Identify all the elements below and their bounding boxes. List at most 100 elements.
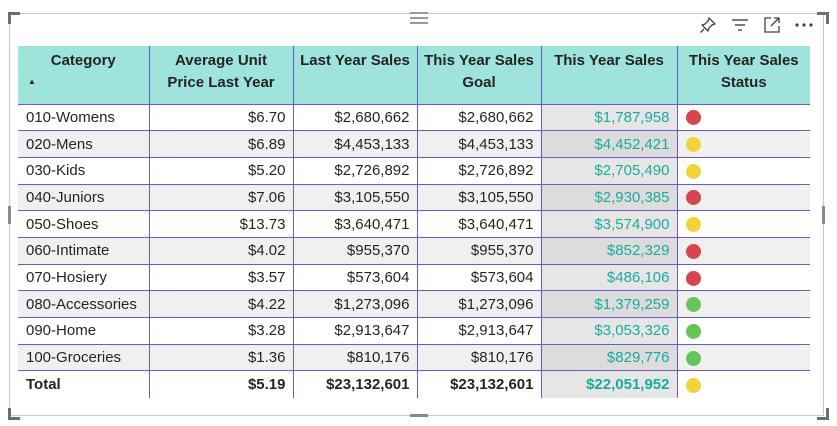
table-row[interactable]: 100-Groceries $1.36 $810,176 $810,176 $829,7… [18, 344, 810, 372]
resize-corner-bottom-left[interactable] [8, 408, 20, 420]
status-green-dot-icon [685, 323, 701, 339]
sales-table: Category ▲ Average Unit Price Last Year … [18, 46, 810, 398]
table-row[interactable]: 050-Shoes $13.73 $3,640,471 $3,640,471 $3,57… [18, 210, 810, 238]
status-cell [676, 210, 810, 238]
last-year-sales-cell: $3,640,471 [292, 210, 417, 238]
table-row[interactable]: 030-Kids $5.20 $2,726,892 $2,726,892 $2,705,… [18, 157, 810, 185]
last-year-sales-cell: $4,453,133 [292, 130, 417, 158]
resize-handle-bottom[interactable] [410, 414, 428, 417]
goal-cell: $2,913,647 [416, 317, 541, 345]
more-options-icon[interactable] [793, 15, 815, 35]
status-cell [676, 184, 810, 212]
resize-handle-left[interactable] [8, 206, 11, 224]
goal-cell: $2,680,662 [416, 104, 541, 132]
category-cell: 060-Intimate [18, 237, 149, 265]
status-cell [676, 130, 810, 158]
status-green-dot-icon [685, 350, 701, 366]
this-year-sales-cell: $2,705,490 [540, 157, 677, 185]
column-header-status[interactable]: This Year Sales Status [676, 46, 810, 105]
last-year-sales-cell: $573,604 [292, 264, 417, 292]
goal-cell: $2,726,892 [416, 157, 541, 185]
pin-icon[interactable] [697, 15, 719, 35]
table-row[interactable]: 090-Home $3.28 $2,913,647 $2,913,647 $3,053,… [18, 317, 810, 345]
column-header-label: Last Year Sales [300, 52, 410, 69]
resize-handle-right[interactable] [822, 206, 825, 224]
this-year-sales-cell: $2,930,385 [540, 184, 677, 212]
column-header-label: This Year Sales [554, 52, 664, 69]
category-cell: 030-Kids [18, 157, 149, 185]
status-red-dot-icon [685, 190, 701, 206]
avg-unit-price-cell: $1.36 [148, 344, 293, 372]
status-red-dot-icon [685, 110, 701, 126]
avg-unit-price-cell: $5.20 [148, 157, 293, 185]
last-year-sales-cell: $23,132,601 [292, 370, 417, 398]
avg-unit-price-cell: $5.19 [148, 370, 293, 398]
table-row[interactable]: 070-Hosiery $3.57 $573,604 $573,604 $486,106 [18, 264, 810, 292]
resize-corner-bottom-right[interactable] [817, 408, 829, 420]
this-year-sales-cell: $1,787,958 [540, 104, 677, 132]
last-year-sales-cell: $3,105,550 [292, 184, 417, 212]
status-cell [676, 264, 810, 292]
category-cell: 050-Shoes [18, 210, 149, 238]
column-header-category[interactable]: Category ▲ [18, 46, 149, 105]
status-green-dot-icon [685, 297, 701, 313]
focus-mode-icon[interactable] [761, 15, 783, 35]
goal-cell: $4,453,133 [416, 130, 541, 158]
this-year-sales-cell: $3,053,326 [540, 317, 677, 345]
status-red-dot-icon [685, 243, 701, 259]
drag-grip-icon[interactable] [410, 12, 428, 26]
last-year-sales-cell: $1,273,096 [292, 290, 417, 318]
this-year-sales-cell: $852,329 [540, 237, 677, 265]
goal-cell: $1,273,096 [416, 290, 541, 318]
column-header-avg-unit-price[interactable]: Average Unit Price Last Year [148, 46, 293, 105]
avg-unit-price-cell: $4.02 [148, 237, 293, 265]
last-year-sales-cell: $2,726,892 [292, 157, 417, 185]
last-year-sales-cell: $2,913,647 [292, 317, 417, 345]
avg-unit-price-cell: $3.57 [148, 264, 293, 292]
category-cell: Total [18, 370, 149, 398]
table-row[interactable]: 010-Womens $6.70 $2,680,662 $2,680,662 $1,78… [18, 104, 810, 132]
status-cell [676, 104, 810, 132]
column-header-this-year-sales[interactable]: This Year Sales [540, 46, 677, 105]
status-cell [676, 290, 810, 318]
last-year-sales-cell: $2,680,662 [292, 104, 417, 132]
avg-unit-price-cell: $7.06 [148, 184, 293, 212]
goal-cell: $3,640,471 [416, 210, 541, 238]
column-header-label: Average Unit Price Last Year [167, 52, 275, 91]
table-row[interactable]: 060-Intimate $4.02 $955,370 $955,370 $852,32… [18, 237, 810, 265]
status-yellow-dot-icon [685, 137, 701, 153]
column-header-label: Category [50, 52, 116, 69]
last-year-sales-cell: $955,370 [292, 237, 417, 265]
column-header-this-year-goal[interactable]: This Year Sales Goal [416, 46, 541, 105]
avg-unit-price-cell: $3.28 [148, 317, 293, 345]
table-row[interactable]: 040-Juniors $7.06 $3,105,550 $3,105,550 $2,9… [18, 184, 810, 212]
status-cell [676, 370, 810, 398]
column-header-label: This Year Sales Status [688, 52, 799, 91]
column-header-label: This Year Sales Goal [424, 52, 534, 91]
resize-corner-top-right[interactable] [817, 12, 829, 24]
status-yellow-dot-icon [685, 163, 701, 179]
this-year-sales-cell: $1,379,259 [540, 290, 677, 318]
last-year-sales-cell: $810,176 [292, 344, 417, 372]
status-cell [676, 157, 810, 185]
category-cell: 020-Mens [18, 130, 149, 158]
this-year-sales-cell: $4,452,421 [540, 130, 677, 158]
avg-unit-price-cell: $6.89 [148, 130, 293, 158]
status-yellow-dot-icon [685, 217, 701, 233]
category-cell: 070-Hosiery [18, 264, 149, 292]
resize-corner-top-left[interactable] [8, 12, 20, 24]
table-row[interactable]: 080-Accessories $4.22 $1,273,096 $1,273,096… [18, 290, 810, 318]
this-year-sales-cell: $3,574,900 [540, 210, 677, 238]
category-cell: 010-Womens [18, 104, 149, 132]
this-year-sales-cell: $486,106 [540, 264, 677, 292]
goal-cell: $573,604 [416, 264, 541, 292]
column-header-last-year-sales[interactable]: Last Year Sales [292, 46, 417, 105]
this-year-sales-cell: $22,051,952 [540, 370, 677, 398]
total-row[interactable]: Total $5.19 $23,132,601 $23,132,601 $22,051,… [18, 370, 810, 398]
status-cell [676, 317, 810, 345]
filter-icon[interactable] [729, 15, 751, 35]
table-row[interactable]: 020-Mens $6.89 $4,453,133 $4,453,133 $4,452,… [18, 130, 810, 158]
category-cell: 080-Accessories [18, 290, 149, 318]
visual-header-toolbar [697, 15, 815, 35]
header-row: Category ▲ Average Unit Price Last Year … [18, 46, 810, 105]
